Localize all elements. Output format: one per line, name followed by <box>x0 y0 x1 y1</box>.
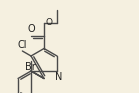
Text: N: N <box>55 73 62 82</box>
Text: Cl: Cl <box>17 40 27 49</box>
Text: Br: Br <box>25 62 36 73</box>
Text: O: O <box>45 18 52 27</box>
Text: O: O <box>27 24 35 34</box>
